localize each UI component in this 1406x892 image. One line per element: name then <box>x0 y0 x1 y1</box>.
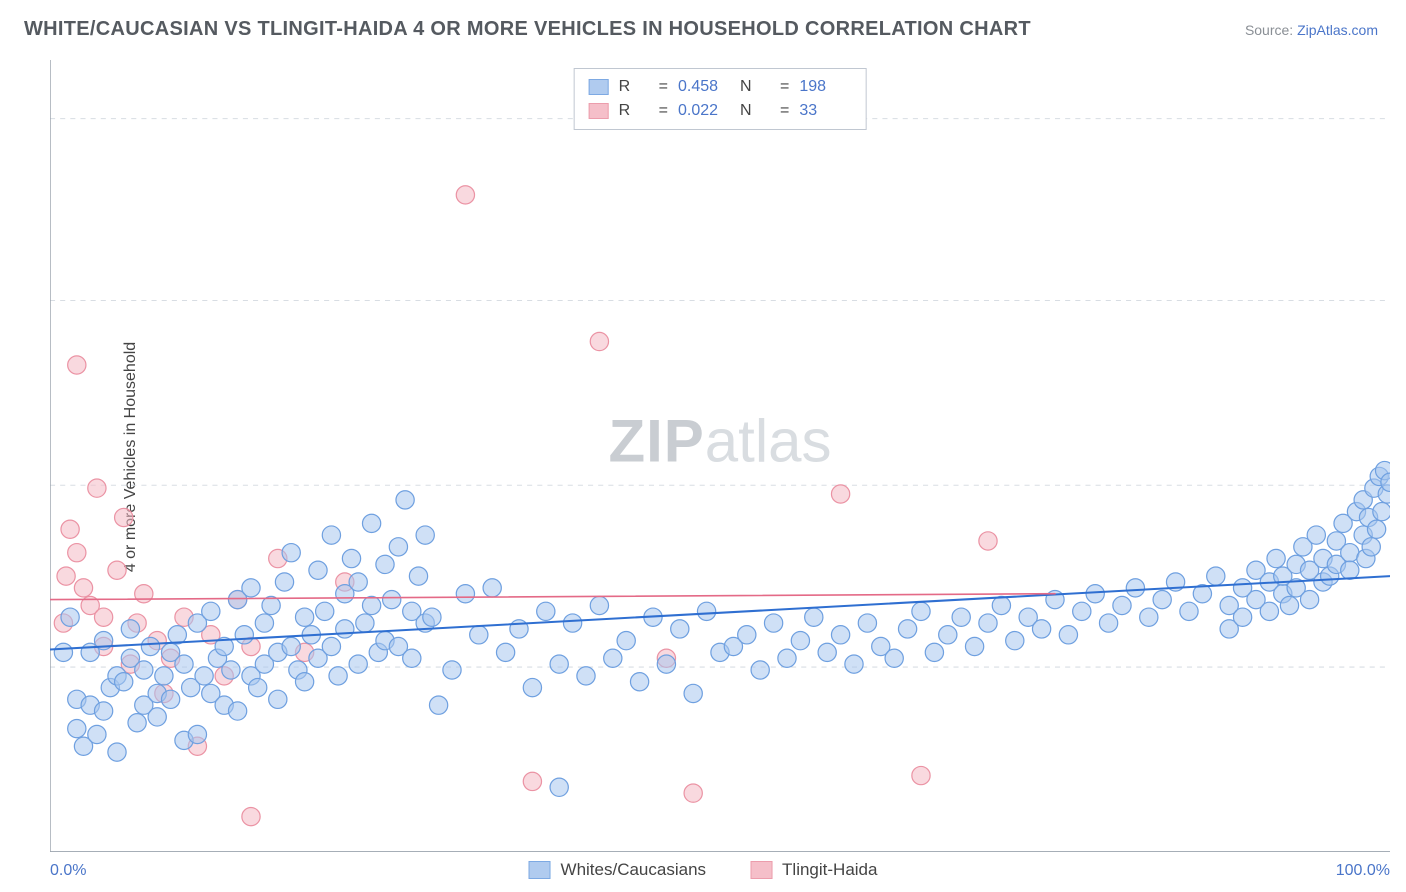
source-attribution: Source: ZipAtlas.com <box>1245 22 1378 38</box>
swatch-tlingit <box>589 103 609 119</box>
legend-label-tlingit: Tlingit-Haida <box>782 860 877 880</box>
r-label: R <box>619 75 649 99</box>
stats-legend-box: R= 0.458 N= 198 R= 0.022 N= 33 <box>574 68 867 130</box>
n-label: N <box>740 99 770 123</box>
stats-row-whites: R= 0.458 N= 198 <box>589 75 852 99</box>
x-axis-max: 100.0% <box>1336 862 1390 880</box>
n-value-tlingit: 33 <box>799 99 851 123</box>
y-tick-label: 12.5% <box>1394 477 1406 495</box>
series-legend: Whites/Caucasians Tlingit-Haida <box>529 860 878 880</box>
legend-item-tlingit: Tlingit-Haida <box>750 860 877 880</box>
r-label: R <box>619 99 649 123</box>
scatter-plot <box>50 60 1390 852</box>
n-label: N <box>740 75 770 99</box>
r-value-tlingit: 0.022 <box>678 99 730 123</box>
stats-row-tlingit: R= 0.022 N= 33 <box>589 99 852 123</box>
legend-label-whites: Whites/Caucasians <box>561 860 707 880</box>
legend-item-whites: Whites/Caucasians <box>529 860 707 880</box>
chart-area: 4 or more Vehicles in Household ZIPatlas… <box>50 60 1390 854</box>
source-link[interactable]: ZipAtlas.com <box>1297 22 1378 38</box>
x-axis-min: 0.0% <box>50 862 86 880</box>
chart-title: WHITE/CAUCASIAN VS TLINGIT-HAIDA 4 OR MO… <box>24 18 1031 41</box>
swatch-whites <box>589 79 609 95</box>
swatch-tlingit <box>750 861 772 879</box>
source-label: Source: <box>1245 22 1297 38</box>
y-tick-label: 25.0% <box>1394 110 1406 128</box>
n-value-whites: 198 <box>799 75 851 99</box>
y-tick-label: 6.3% <box>1394 660 1406 678</box>
y-tick-label: 18.8% <box>1394 292 1406 310</box>
r-value-whites: 0.458 <box>678 75 730 99</box>
swatch-whites <box>529 861 551 879</box>
